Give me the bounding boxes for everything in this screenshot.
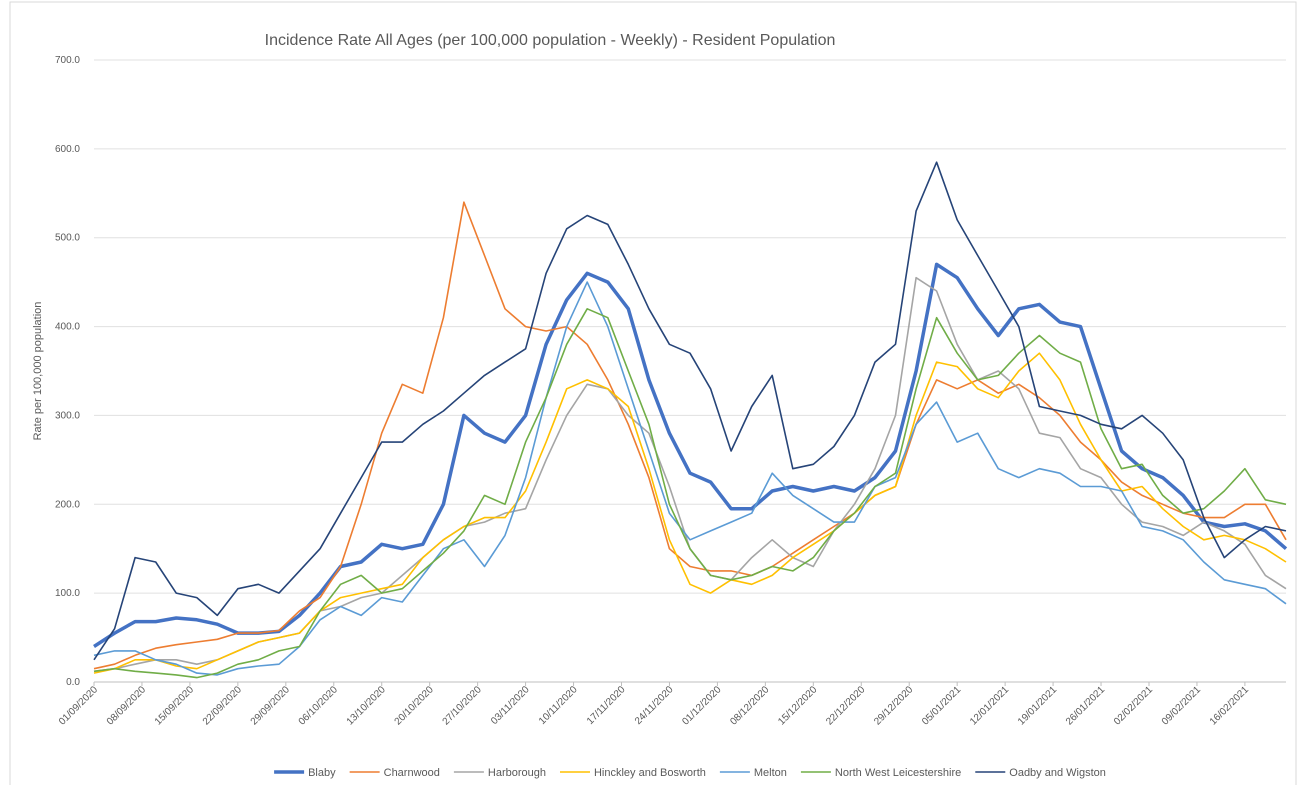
legend-label: Hinckley and Bosworth xyxy=(594,767,706,779)
y-tick-label: 300.0 xyxy=(55,410,80,421)
chart-frame xyxy=(9,1,1297,790)
legend-label: Oadby and Wigston xyxy=(1009,767,1106,779)
y-tick-label: 200.0 xyxy=(55,499,80,510)
legend-label: Blaby xyxy=(308,767,336,779)
series-line xyxy=(93,352,1287,674)
series-line xyxy=(93,201,1287,670)
series-line xyxy=(93,262,1288,648)
legend-label: Charnwood xyxy=(384,767,440,779)
legend-label: Melton xyxy=(754,767,787,779)
y-tick-label: 0.0 xyxy=(66,677,80,688)
series-line xyxy=(93,308,1287,679)
chart-title: Incidence Rate All Ages (per 100,000 pop… xyxy=(265,32,836,49)
y-axis-label: Rate per 100,000 population xyxy=(32,302,44,441)
series-line xyxy=(93,281,1287,676)
y-tick-label: 100.0 xyxy=(55,588,80,599)
legend-label: Harborough xyxy=(488,767,546,779)
y-tick-label: 400.0 xyxy=(55,322,80,333)
y-tick-label: 600.0 xyxy=(55,144,80,155)
y-tick-label: 700.0 xyxy=(55,55,80,66)
y-tick-label: 500.0 xyxy=(55,233,80,244)
series-line xyxy=(93,161,1287,661)
legend-label: North West Leicestershire xyxy=(835,767,961,779)
